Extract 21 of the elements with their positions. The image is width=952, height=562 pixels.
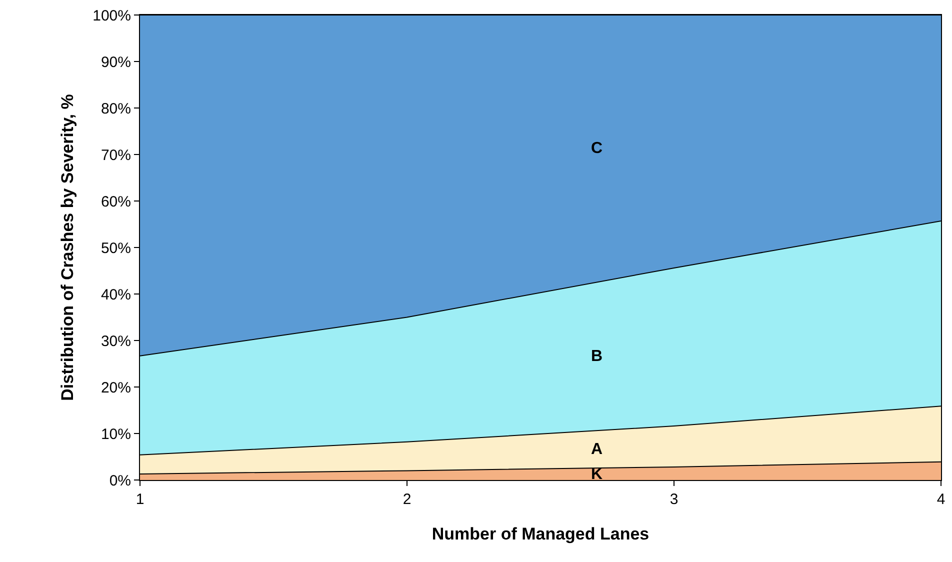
y-tick-label: 70% xyxy=(100,146,131,164)
y-tick-label: 60% xyxy=(100,193,131,210)
y-axis-title: Distribution of Crashes by Severity, % xyxy=(58,94,78,401)
series-label: B xyxy=(591,348,603,365)
x-tick-label: 2 xyxy=(402,491,412,508)
y-tick-label: 40% xyxy=(100,286,131,304)
x-tick-label: 4 xyxy=(936,491,946,508)
series-label: C xyxy=(591,140,603,157)
y-tick-label: 50% xyxy=(100,240,131,257)
y-tick-label: 20% xyxy=(100,379,131,396)
y-tick-label: 0% xyxy=(109,472,131,490)
series-label: A xyxy=(591,441,603,458)
y-tick-label: 30% xyxy=(100,332,131,350)
x-tick-label: 1 xyxy=(136,491,144,508)
x-axis-title: Number of Managed Lanes xyxy=(432,524,650,544)
y-tick-label: 100% xyxy=(92,7,131,24)
y-tick-label: 10% xyxy=(100,426,131,443)
series-label: K xyxy=(591,466,603,483)
y-tick-label: 80% xyxy=(100,100,131,118)
y-tick-label: 90% xyxy=(100,54,131,71)
x-tick-label: 3 xyxy=(670,491,678,508)
